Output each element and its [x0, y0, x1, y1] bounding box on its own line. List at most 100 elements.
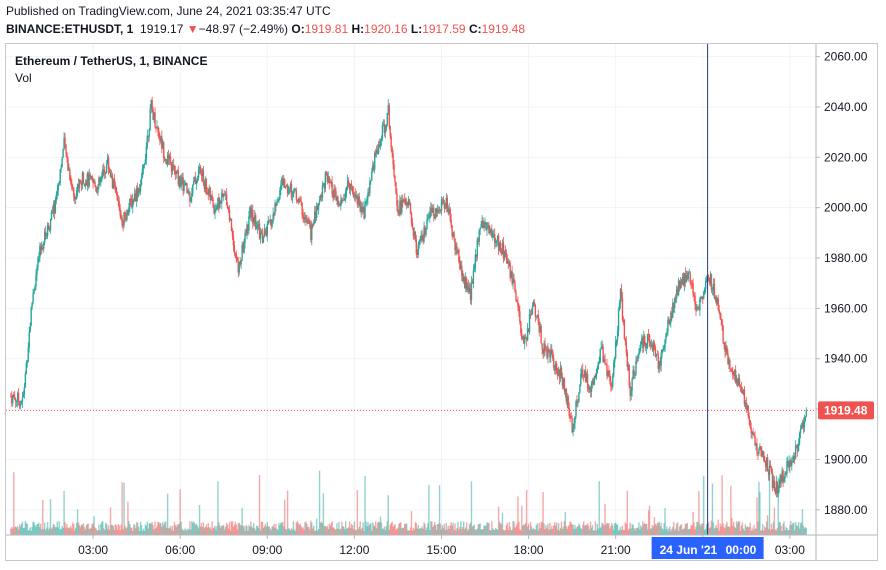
volume-bar — [274, 527, 276, 535]
volume-bar — [374, 521, 377, 535]
volume-bar — [279, 525, 281, 535]
candle-body — [115, 186, 118, 194]
volume-bar — [409, 527, 412, 535]
volume-bar — [679, 525, 682, 535]
volume-bar — [238, 522, 240, 535]
volume-bar — [588, 529, 591, 535]
candle-body — [794, 445, 797, 459]
volume-bar — [25, 523, 28, 535]
volume-bar — [654, 523, 657, 535]
price-axis[interactable]: 2060.002040.002020.002000.001980.001960.… — [816, 50, 868, 517]
candle-body — [297, 200, 299, 203]
volume-bar — [774, 529, 777, 535]
candle-body — [735, 379, 738, 384]
volume-bar — [372, 522, 374, 535]
volume-bar — [92, 523, 94, 535]
volume-bar — [299, 523, 301, 535]
candle-body — [395, 182, 397, 194]
volume-bar — [771, 528, 774, 535]
candle-body — [799, 429, 802, 433]
volume-bar — [604, 503, 606, 535]
candle-body — [586, 373, 589, 389]
volume-bar — [527, 523, 530, 535]
candle-body — [804, 416, 807, 421]
candle-body — [65, 144, 67, 154]
candle-body — [252, 210, 254, 224]
candle-body — [465, 278, 468, 290]
volume-bar — [179, 489, 181, 535]
volume-bar — [570, 522, 572, 535]
candle-body — [25, 363, 28, 374]
volume-bar — [188, 529, 190, 535]
volume-bar — [682, 528, 685, 535]
volume-bar — [644, 523, 647, 535]
candle-body — [81, 172, 84, 185]
volume-bar — [128, 521, 130, 535]
candle-body — [40, 245, 42, 250]
candle-body — [602, 346, 604, 363]
candle-body — [31, 302, 33, 308]
volume-bar — [744, 524, 747, 535]
volume-bar — [393, 525, 395, 535]
volume-bar — [259, 530, 262, 535]
volume-bar — [229, 530, 232, 535]
volume-bar — [347, 527, 350, 535]
symbol-label: BINANCE:ETHUSDT, 1 — [6, 22, 134, 36]
candle-body — [610, 380, 612, 387]
volume-bar — [376, 522, 379, 535]
candle-body — [754, 435, 756, 446]
volume-bar — [267, 526, 269, 535]
volume-bar — [471, 526, 474, 535]
volume-bar — [76, 509, 79, 535]
candle-body — [421, 235, 423, 238]
volume-bar — [151, 522, 153, 535]
volume-bar — [292, 521, 295, 535]
candle-body — [787, 460, 789, 462]
candle-body — [63, 137, 65, 150]
candle-body — [161, 136, 163, 149]
candle-body — [495, 241, 498, 243]
candle-body — [409, 203, 412, 214]
volume-bar — [284, 528, 287, 535]
volume-bar — [338, 521, 340, 535]
high-label: H: — [351, 22, 365, 36]
candle-body — [547, 348, 549, 358]
volume-bar — [546, 527, 548, 535]
volume-bar — [583, 521, 585, 535]
volume-bar — [691, 525, 693, 535]
volume-bar — [294, 530, 297, 535]
candle-body — [32, 293, 34, 303]
candle-body — [129, 198, 131, 208]
volume-bar — [589, 521, 592, 535]
price-tick-label: 1960.00 — [824, 301, 868, 315]
volume-bar — [63, 490, 65, 535]
candle-body — [273, 213, 275, 215]
candle-body — [372, 164, 374, 172]
volume-bar — [272, 525, 274, 535]
candle-body — [366, 198, 368, 202]
volume-bar — [421, 526, 423, 535]
volume-bar — [800, 522, 803, 535]
candle-body — [615, 339, 618, 342]
candle-body — [110, 175, 113, 178]
volume-bar — [165, 527, 168, 535]
volume-bar — [449, 525, 451, 535]
volume-bar — [666, 526, 668, 535]
volume-bar — [185, 529, 187, 535]
candle-body — [795, 444, 798, 446]
candle-body — [143, 164, 146, 166]
volume-bar — [242, 525, 244, 535]
candle-body — [284, 179, 286, 188]
candle-body — [756, 443, 758, 453]
volume-bar — [172, 530, 175, 535]
volume-bar — [366, 526, 368, 535]
candle-body — [621, 297, 624, 320]
candle-body — [271, 221, 273, 227]
candle-body — [664, 339, 666, 348]
candle-body — [774, 490, 777, 494]
candle-body — [628, 364, 630, 387]
volume-bar — [787, 530, 789, 535]
volume-bar — [665, 528, 667, 535]
volume-bar — [77, 522, 80, 535]
